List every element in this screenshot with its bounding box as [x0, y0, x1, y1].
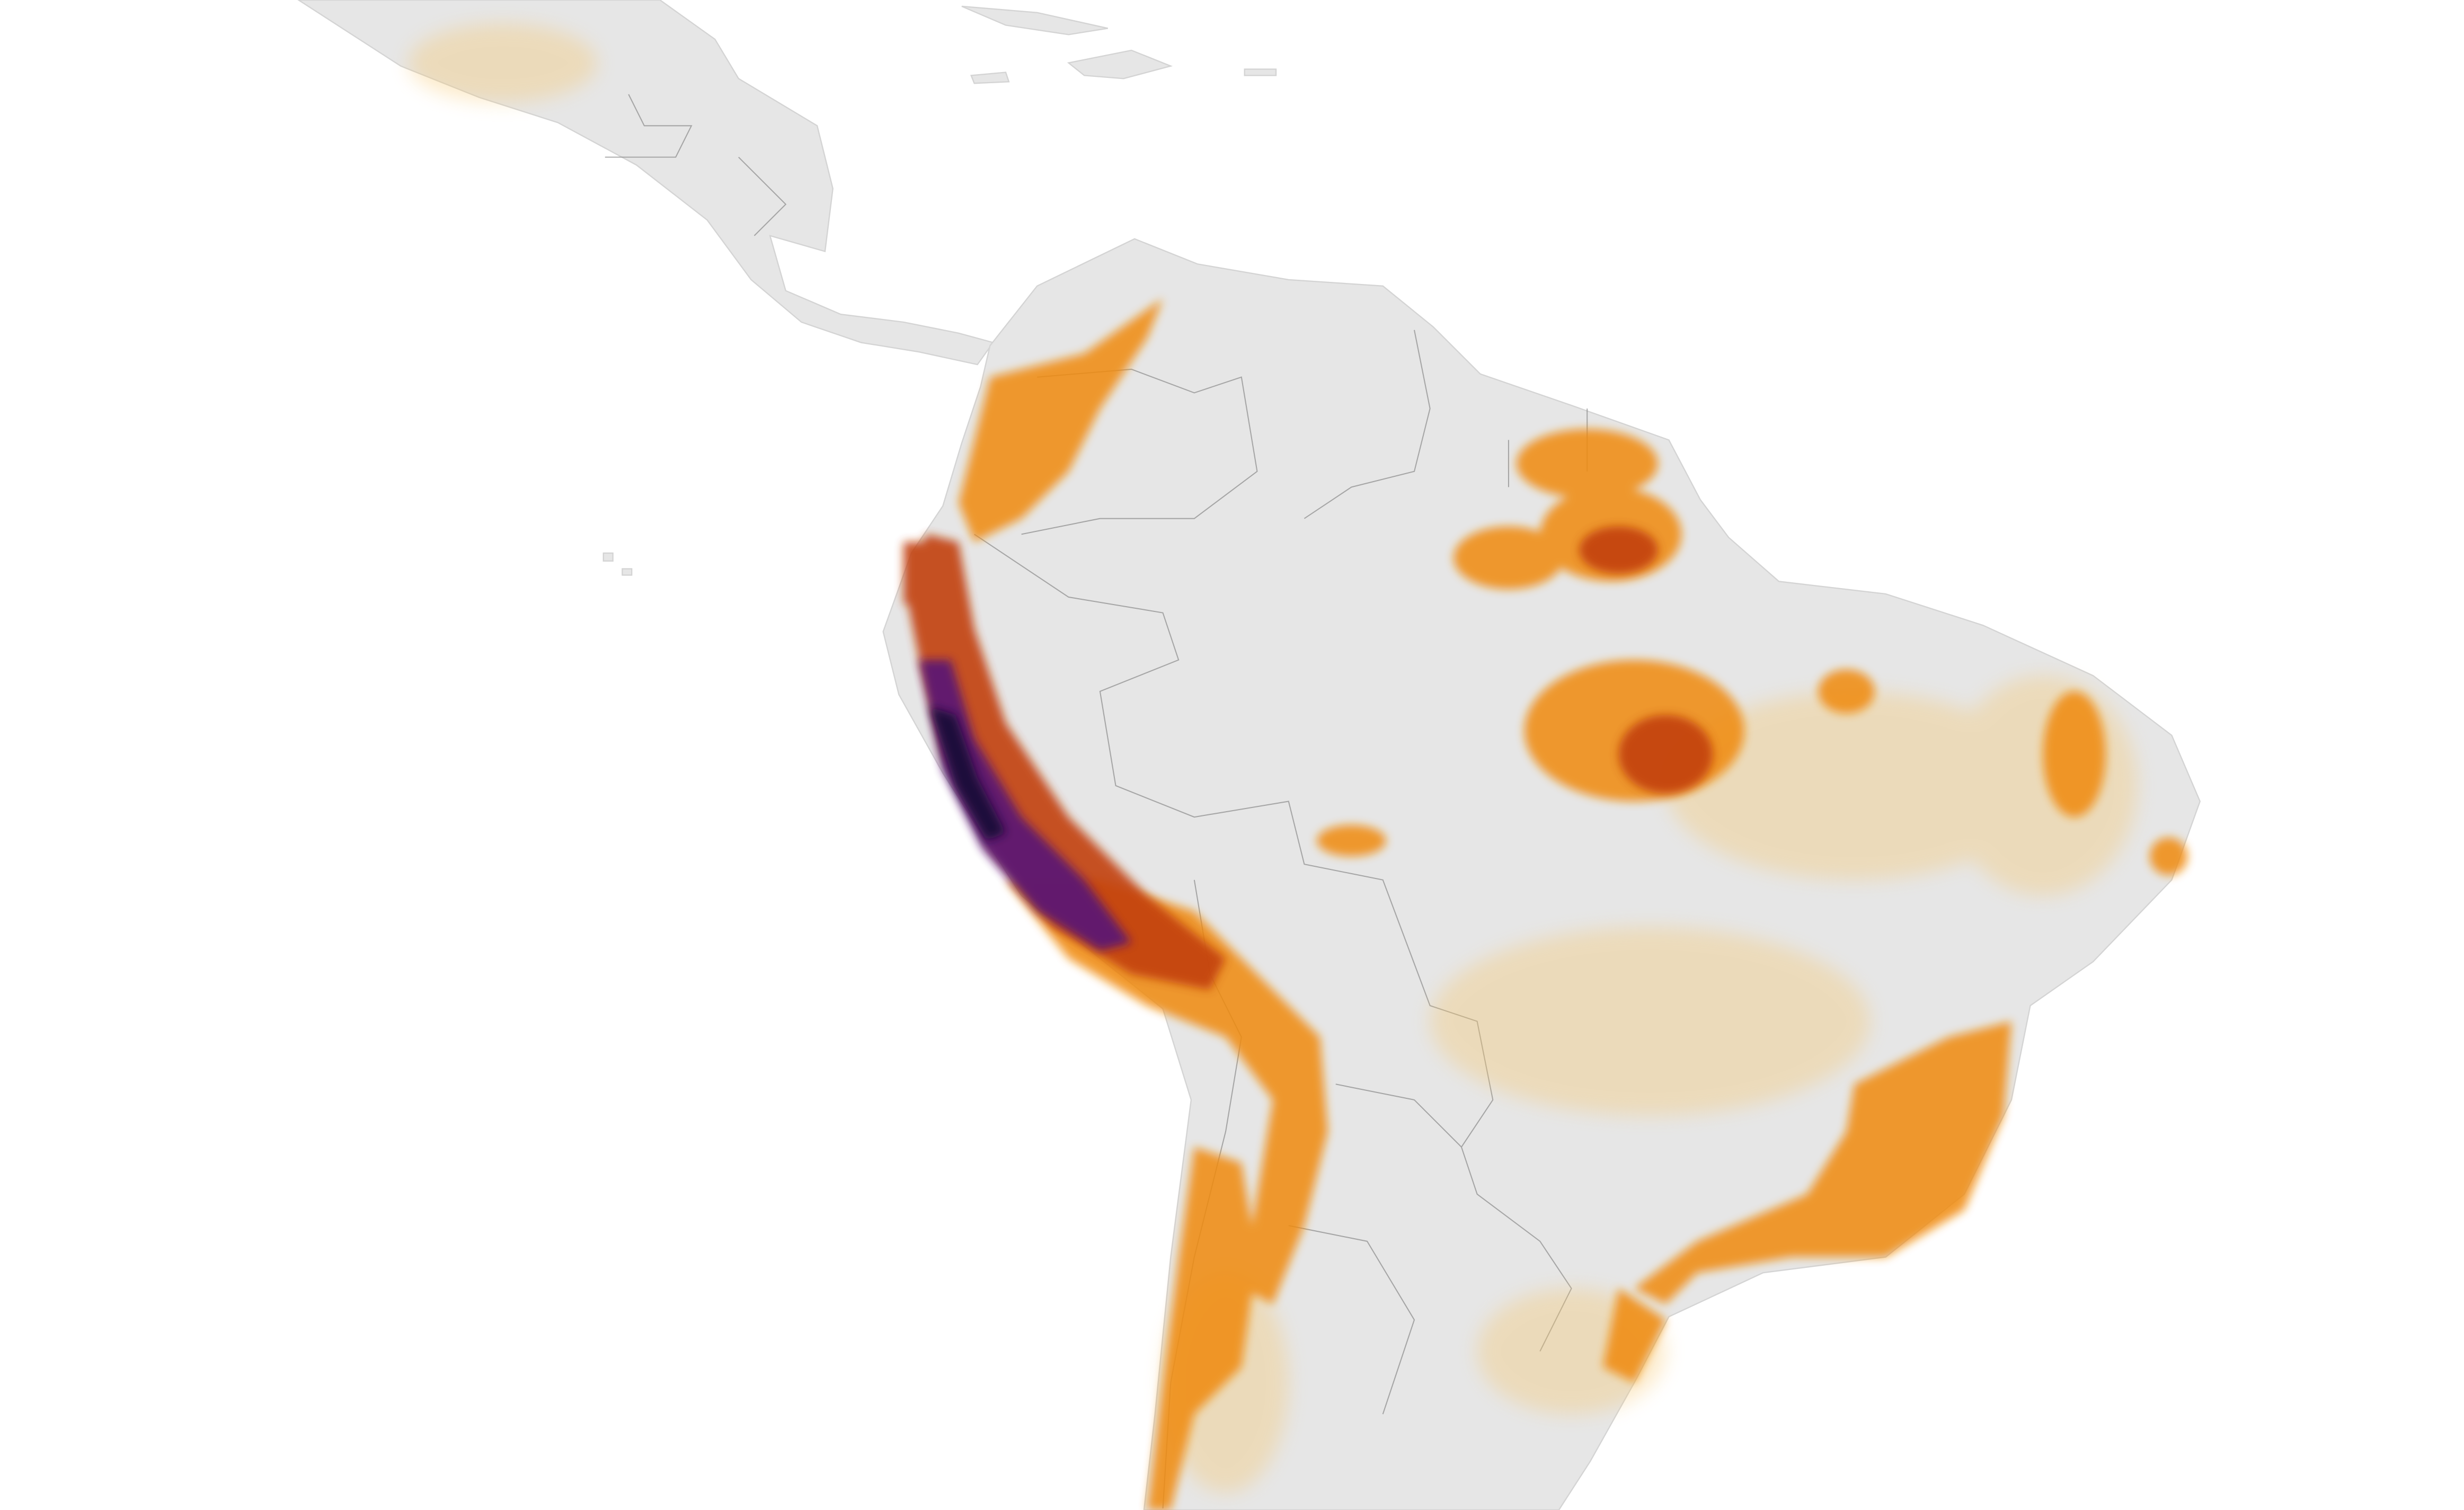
border: [1304, 330, 1431, 519]
heat-layer: [409, 23, 2188, 1510]
light-heat: [409, 23, 2138, 1493]
northern-andes: [958, 298, 1163, 543]
southeast-brazil: [1634, 1021, 2011, 1304]
south-brazil: [1602, 1288, 1666, 1383]
peru-peak: [930, 707, 1006, 841]
southern-andes: [1147, 1147, 1257, 1510]
coast-ecuador: [903, 542, 935, 605]
peru-core: [919, 660, 1132, 951]
border: [605, 94, 693, 158]
jamaica: [970, 72, 1010, 84]
border: [1288, 1225, 1415, 1415]
border: [1021, 368, 1258, 535]
darkest-heat: [930, 707, 1006, 841]
border: [738, 156, 787, 236]
central-andes: [1005, 880, 1328, 1304]
cuba: [961, 5, 1108, 35]
galapagos: [602, 552, 633, 576]
hispaniola: [1067, 49, 1173, 79]
puerto-rico: [1244, 68, 1277, 76]
purple-heat: [919, 660, 1132, 951]
